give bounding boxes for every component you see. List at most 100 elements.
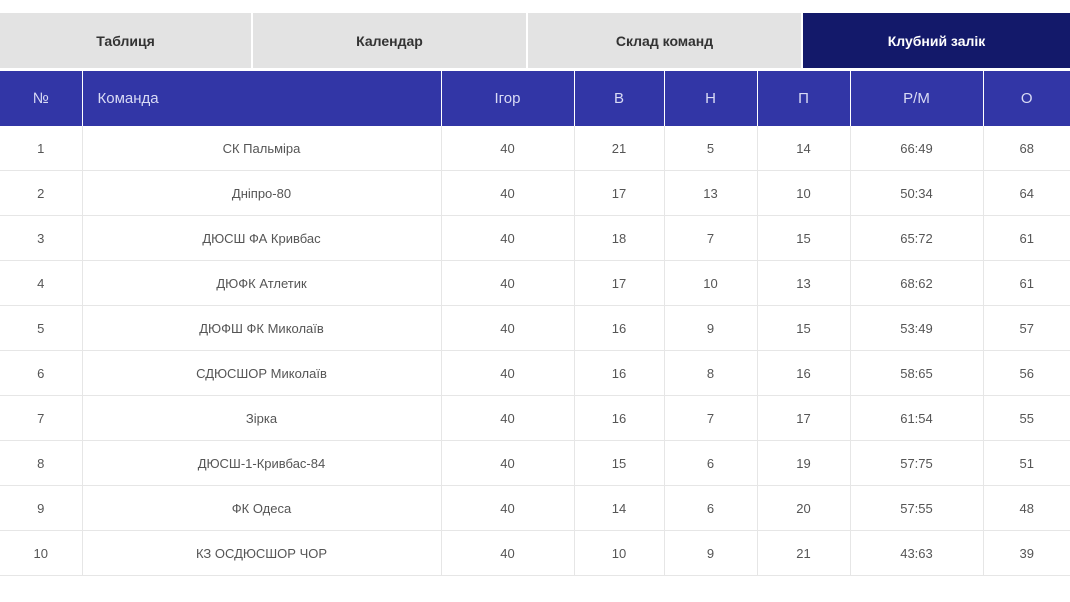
position-cell: 9 [0, 485, 83, 531]
position-cell: 8 [0, 440, 83, 486]
goals-cell: 50:34 [850, 170, 984, 216]
points-cell: 56 [983, 350, 1070, 396]
table-row: 3 ДЮСШ ФА Кривбас 40 18 7 15 65:72 61 [0, 215, 1070, 261]
draws-cell: 8 [664, 350, 758, 396]
games-cell: 40 [441, 215, 575, 261]
team-name-cell: ФК Одеса [82, 485, 442, 531]
goals-cell: 57:55 [850, 485, 984, 531]
wins-cell: 17 [574, 260, 665, 306]
wins-cell: 18 [574, 215, 665, 261]
team-name-cell: ДЮСШ-1-Кривбас-84 [82, 440, 442, 486]
games-cell: 40 [441, 260, 575, 306]
goals-cell: 68:62 [850, 260, 984, 306]
losses-cell: 21 [757, 530, 851, 576]
table-row: 4 ДЮФК Атлетик 40 17 10 13 68:62 61 [0, 260, 1070, 306]
wins-cell: 10 [574, 530, 665, 576]
team-name-cell: СДЮСШОР Миколаїв [82, 350, 442, 396]
team-name-cell: КЗ ОСДЮСШОР ЧОР [82, 530, 442, 576]
table-row: 6 СДЮСШОР Миколаїв 40 16 8 16 58:65 56 [0, 350, 1070, 396]
losses-cell: 15 [757, 215, 851, 261]
draws-cell: 5 [664, 126, 758, 171]
points-cell: 64 [983, 170, 1070, 216]
header-goals[interactable]: Р/М [850, 71, 984, 126]
tab-bar: Таблиця Календар Склад команд Клубний за… [0, 13, 1070, 68]
team-name-cell: Дніпро-80 [82, 170, 442, 216]
losses-cell: 16 [757, 350, 851, 396]
losses-cell: 17 [757, 395, 851, 441]
tab-team-rosters[interactable]: Склад команд [528, 13, 803, 68]
team-name-cell: СК Пальміра [82, 126, 442, 171]
header-points[interactable]: О [983, 71, 1070, 126]
header-losses[interactable]: П [757, 71, 851, 126]
games-cell: 40 [441, 170, 575, 216]
games-cell: 40 [441, 350, 575, 396]
losses-cell: 20 [757, 485, 851, 531]
position-cell: 7 [0, 395, 83, 441]
points-cell: 68 [983, 126, 1070, 171]
table-row: 5 ДЮФШ ФК Миколаїв 40 16 9 15 53:49 57 [0, 305, 1070, 351]
wins-cell: 15 [574, 440, 665, 486]
team-name-cell: ДЮФК Атлетик [82, 260, 442, 306]
table-row: 7 Зірка 40 16 7 17 61:54 55 [0, 395, 1070, 441]
table-row: 1 СК Пальміра 40 21 5 14 66:49 68 [0, 126, 1070, 171]
wins-cell: 16 [574, 305, 665, 351]
losses-cell: 14 [757, 126, 851, 171]
position-cell: 10 [0, 530, 83, 576]
points-cell: 48 [983, 485, 1070, 531]
games-cell: 40 [441, 126, 575, 171]
header-draws[interactable]: Н [664, 71, 758, 126]
header-num[interactable]: № [0, 71, 83, 126]
wins-cell: 16 [574, 350, 665, 396]
draws-cell: 7 [664, 215, 758, 261]
games-cell: 40 [441, 395, 575, 441]
tab-table[interactable]: Таблиця [0, 13, 253, 68]
games-cell: 40 [441, 440, 575, 486]
goals-cell: 43:63 [850, 530, 984, 576]
position-cell: 4 [0, 260, 83, 306]
header-wins[interactable]: В [574, 71, 665, 126]
tab-club-standings[interactable]: Клубний залік [803, 13, 1070, 68]
position-cell: 1 [0, 126, 83, 171]
draws-cell: 6 [664, 440, 758, 486]
draws-cell: 9 [664, 530, 758, 576]
goals-cell: 66:49 [850, 126, 984, 171]
standings-table: № Команда Ігор В Н П Р/М О 1 СК Пальміра 4… [0, 71, 1070, 576]
table-row: 10 КЗ ОСДЮСШОР ЧОР 40 10 9 21 43:63 39 [0, 530, 1070, 576]
wins-cell: 21 [574, 126, 665, 171]
team-name-cell: ДЮФШ ФК Миколаїв [82, 305, 442, 351]
points-cell: 61 [983, 215, 1070, 261]
wins-cell: 14 [574, 485, 665, 531]
goals-cell: 61:54 [850, 395, 984, 441]
table-row: 8 ДЮСШ-1-Кривбас-84 40 15 6 19 57:75 51 [0, 440, 1070, 486]
tab-calendar[interactable]: Календар [253, 13, 528, 68]
header-team[interactable]: Команда [82, 71, 442, 126]
wins-cell: 16 [574, 395, 665, 441]
draws-cell: 10 [664, 260, 758, 306]
points-cell: 39 [983, 530, 1070, 576]
table-row: 9 ФК Одеса 40 14 6 20 57:55 48 [0, 485, 1070, 531]
games-cell: 40 [441, 485, 575, 531]
points-cell: 61 [983, 260, 1070, 306]
draws-cell: 6 [664, 485, 758, 531]
losses-cell: 13 [757, 260, 851, 306]
header-games[interactable]: Ігор [441, 71, 575, 126]
points-cell: 51 [983, 440, 1070, 486]
points-cell: 55 [983, 395, 1070, 441]
draws-cell: 9 [664, 305, 758, 351]
draws-cell: 7 [664, 395, 758, 441]
draws-cell: 13 [664, 170, 758, 216]
table-row: 2 Дніпро-80 40 17 13 10 50:34 64 [0, 170, 1070, 216]
position-cell: 5 [0, 305, 83, 351]
losses-cell: 10 [757, 170, 851, 216]
position-cell: 3 [0, 215, 83, 261]
position-cell: 2 [0, 170, 83, 216]
goals-cell: 65:72 [850, 215, 984, 261]
points-cell: 57 [983, 305, 1070, 351]
team-name-cell: Зірка [82, 395, 442, 441]
losses-cell: 19 [757, 440, 851, 486]
goals-cell: 57:75 [850, 440, 984, 486]
position-cell: 6 [0, 350, 83, 396]
standings-body: 1 СК Пальміра 40 21 5 14 66:49 68 2 Дніпро-80 40 17… [0, 126, 1070, 576]
losses-cell: 15 [757, 305, 851, 351]
team-name-cell: ДЮСШ ФА Кривбас [82, 215, 442, 261]
